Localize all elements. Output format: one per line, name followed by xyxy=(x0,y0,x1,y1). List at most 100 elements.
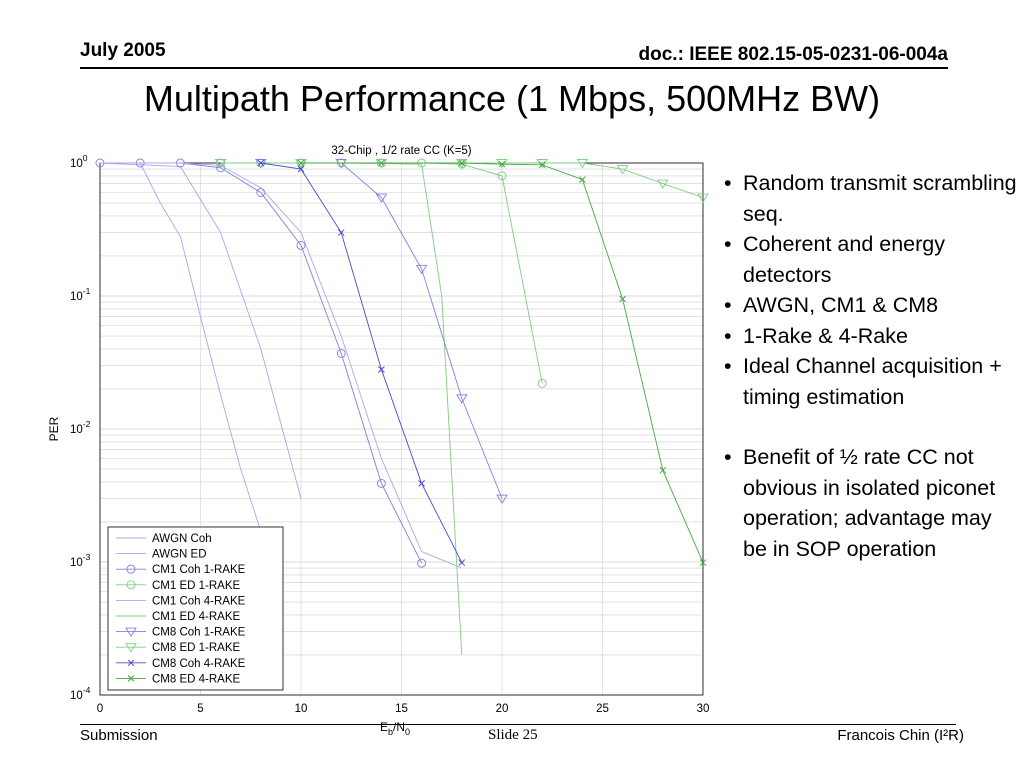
point-marker-dot xyxy=(340,231,343,234)
header-doc-id: doc.: IEEE 802.15-05-0231-06-004a xyxy=(638,44,948,65)
point-marker xyxy=(496,159,508,169)
point-marker xyxy=(537,379,547,388)
x-tick-label: 30 xyxy=(697,703,710,715)
x-tick-label: 20 xyxy=(496,703,509,715)
point-marker-dot xyxy=(621,297,624,300)
bullet-item: Random transmit scrambling seq. xyxy=(720,168,1020,229)
legend-entry: AWGN ED xyxy=(116,549,207,561)
series-line xyxy=(260,162,463,563)
chart-title: 32-Chip , 1/2 rate CC (K=5) xyxy=(331,145,471,157)
legend-label: CM8 Coh 1-RAKE xyxy=(152,627,246,639)
point-marker-dot xyxy=(130,661,132,664)
point-marker xyxy=(497,171,507,181)
legend-label: CM8 ED 1-RAKE xyxy=(152,642,241,654)
point-marker-dot xyxy=(259,162,262,164)
point-marker xyxy=(697,193,709,203)
x-tick-label: 15 xyxy=(395,703,408,715)
bullet-item: Ideal Channel acquisition + timing estim… xyxy=(720,351,1020,412)
series-line xyxy=(220,162,503,499)
point-marker-dot xyxy=(581,178,584,181)
legend-label: CM1 Coh 1-RAKE xyxy=(152,564,246,576)
legend-label: AWGN ED xyxy=(152,549,207,561)
series-line xyxy=(100,162,462,569)
point-marker-dot xyxy=(300,162,302,164)
point-marker xyxy=(616,165,629,175)
footer-rule xyxy=(80,724,956,725)
bullet-item: AWGN, CM1 & CM8 xyxy=(720,290,1020,321)
point-marker-dot xyxy=(661,469,664,472)
bullet-list: Random transmit scrambling seq. Coherent… xyxy=(720,168,1020,564)
point-marker-dot xyxy=(300,168,302,171)
series-cm1-coh-1-rake xyxy=(95,158,427,568)
legend-label: CM8 Coh 4-RAKE xyxy=(152,658,246,670)
chart-series xyxy=(95,158,709,656)
series-line xyxy=(220,162,543,384)
series-awgn-ed xyxy=(99,162,302,499)
point-marker-dot xyxy=(380,162,383,164)
legend-entry: CM1 ED 4-RAKE xyxy=(116,611,241,623)
point-marker-dot xyxy=(702,561,704,564)
x-tick-label: 0 xyxy=(97,703,103,715)
y-tick-label: 100 xyxy=(70,153,88,170)
legend-entry: CM1 ED 1-RAKE xyxy=(116,580,241,592)
y-tick-label: 10-3 xyxy=(70,552,91,569)
legend-label: CM8 ED 4-RAKE xyxy=(152,673,241,685)
legend-label: CM1 ED 1-RAKE xyxy=(152,580,241,592)
series-cm8-coh-1-rake xyxy=(214,159,508,504)
point-marker xyxy=(126,580,136,590)
chart-axes: 0 5 10 15 20 25 30 100 10-1 10-2 10-3 10-4 xyxy=(70,153,709,715)
legend-label: CM1 ED 4-RAKE xyxy=(152,611,241,623)
legend-entry: CM8 ED 1-RAKE xyxy=(116,642,241,654)
point-marker xyxy=(576,159,589,169)
point-marker-dot xyxy=(541,163,544,166)
y-tick-label: 10-2 xyxy=(70,419,91,436)
slide-title: Multipath Performance (1 Mbps, 500MHz BW… xyxy=(143,78,881,119)
legend-entry: CM1 Coh 1-RAKE xyxy=(116,564,246,576)
point-marker xyxy=(375,193,388,203)
point-marker xyxy=(295,159,307,169)
series-line xyxy=(99,162,302,499)
point-marker-dot xyxy=(460,162,463,164)
footer-slide-number: Slide 25 xyxy=(488,727,538,743)
legend-entry: AWGN Coh xyxy=(116,533,212,545)
footer-submission: Submission xyxy=(80,727,158,744)
header-date: July 2005 xyxy=(80,40,166,61)
point-marker xyxy=(126,564,136,574)
point-marker xyxy=(496,494,508,504)
point-marker-dot xyxy=(501,163,503,166)
point-marker xyxy=(376,478,386,488)
point-marker-dot xyxy=(420,482,423,485)
series-line xyxy=(260,162,463,656)
y-tick-label: 10-4 xyxy=(70,685,91,702)
x-tick-label: 5 xyxy=(197,703,203,715)
point-marker xyxy=(536,159,549,169)
x-axis-label-text: Eb/N0 xyxy=(380,720,410,737)
series-cm8-coh-4-rake xyxy=(257,159,466,566)
series-cm1-coh-4-rake xyxy=(100,162,462,569)
point-marker-dot xyxy=(380,368,383,371)
point-marker xyxy=(417,558,427,568)
series-cm1-ed-4-rake xyxy=(260,162,463,656)
point-marker-dot xyxy=(130,677,132,680)
legend-entry: CM8 Coh 4-RAKE xyxy=(116,658,246,670)
point-marker xyxy=(656,179,669,189)
legend-entry: CM1 Coh 4-RAKE xyxy=(116,595,246,607)
series-cm8-ed-1-rake xyxy=(214,159,709,203)
point-marker xyxy=(125,643,137,653)
point-marker xyxy=(214,159,227,169)
bullet-item: 1-Rake & 4-Rake xyxy=(720,321,1020,352)
x-axis-label: Eb/N0 xyxy=(380,720,410,737)
series-line xyxy=(100,162,423,564)
bullet-item: Coherent and energy detectors xyxy=(720,229,1020,290)
legend-label: CM1 Coh 4-RAKE xyxy=(152,595,246,607)
point-marker xyxy=(335,159,348,169)
point-marker-dot xyxy=(460,561,463,564)
header-rule xyxy=(80,67,948,69)
series-awgn-coh xyxy=(100,162,262,532)
legend-entry: CM8 ED 4-RAKE xyxy=(116,673,241,685)
point-marker xyxy=(125,627,137,637)
legend-label: AWGN Coh xyxy=(152,533,212,545)
point-marker xyxy=(296,240,306,250)
x-tick-label: 10 xyxy=(295,703,308,715)
chart-legend: AWGN Coh AWGN ED CM1 Coh 1-RAKE CM1 ED 1-RA… xyxy=(107,526,284,691)
